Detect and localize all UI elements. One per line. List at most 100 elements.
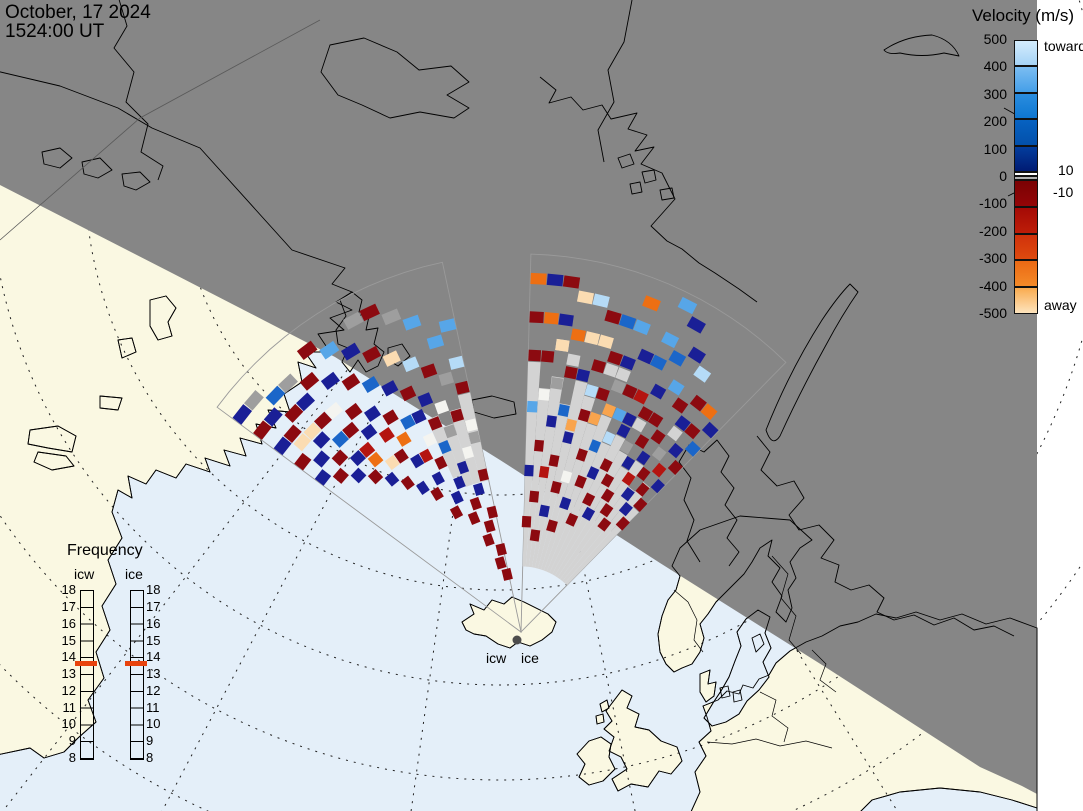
velocity-cell (344, 402, 363, 421)
colorbar-segment (1014, 206, 1038, 234)
velocity-cell (540, 350, 555, 363)
velocity-cell (668, 442, 684, 459)
ground-scatter-cell (566, 353, 581, 367)
velocity-cell (546, 273, 564, 287)
velocity-cell (591, 359, 607, 374)
ground-scatter-cell (615, 367, 631, 383)
velocity-cell (650, 478, 665, 494)
velocity-cell (684, 440, 701, 457)
velocity-cell (382, 350, 401, 367)
frequency-marker-icw (75, 661, 97, 667)
freq-tick: 14 (61, 649, 76, 664)
velocity-cell (396, 431, 412, 447)
velocity-cell (524, 464, 534, 477)
velocity-cell (649, 354, 668, 371)
velocity-cell (477, 468, 489, 482)
velocity-cell (342, 421, 360, 439)
toward-label: toward (1044, 38, 1083, 54)
velocity-cell (661, 331, 680, 349)
velocity-cell (616, 423, 631, 439)
velocity-cell (313, 411, 333, 430)
velocity-cell (577, 408, 591, 423)
velocity-cell (420, 363, 438, 379)
frequency-bar-ice (130, 590, 144, 760)
velocity-cell (402, 356, 420, 373)
colorbar-segment (1014, 66, 1038, 93)
velocity-cell (528, 349, 542, 362)
velocity-cell (340, 342, 361, 361)
velocity-cell (588, 439, 602, 453)
velocity-legend-title: Velocity (m/s) (972, 6, 1075, 25)
colorbar-segment (1014, 145, 1038, 172)
velocity-cell (667, 379, 685, 396)
velocity-cell (647, 412, 664, 428)
velocity-cell (367, 451, 384, 468)
velocity-cell (393, 448, 409, 464)
velocity-cell (693, 365, 712, 383)
velocity-cell (422, 432, 438, 447)
velocity-cell (325, 401, 344, 420)
velocity-cell (332, 467, 349, 484)
velocity-colorbar (1014, 40, 1038, 314)
velocity-cell (495, 543, 507, 556)
velocity-cell (381, 380, 399, 397)
velocity-cell (430, 486, 444, 502)
ground-scatter-cell (619, 440, 634, 455)
velocity-cell (384, 471, 400, 487)
velocity-tick: 300 (983, 86, 1007, 102)
ground-scatter-cell (342, 311, 364, 330)
night-terminator-shade (0, 0, 1037, 794)
time-label: 1524:00 UT (5, 21, 105, 42)
velocity-cell (600, 473, 615, 488)
freq-tick: 11 (62, 700, 77, 715)
freq-tick: 9 (68, 733, 76, 748)
freq-tick: 10 (146, 716, 161, 731)
velocity-cell (575, 448, 588, 462)
velocity-cell (618, 314, 637, 330)
velocity-cell (562, 431, 574, 445)
velocity-cell (686, 316, 706, 334)
velocity-cell (618, 501, 633, 517)
velocity-cell (312, 431, 331, 449)
velocity-cell (667, 459, 683, 475)
velocity-cell (450, 490, 464, 505)
velocity-cell (538, 504, 550, 518)
colorbar-segment (1014, 40, 1038, 67)
velocity-cell (526, 400, 538, 413)
velocity-cell (597, 517, 612, 532)
velocity-cell (595, 387, 610, 402)
velocity-cell (438, 440, 452, 455)
velocity-cell (615, 516, 630, 531)
velocity-cell (619, 355, 636, 371)
velocity-cell (402, 314, 422, 331)
radar-fans (216, 253, 787, 634)
velocity-cell (597, 334, 614, 349)
velocity-cell (296, 340, 318, 361)
velocity-cell (570, 328, 586, 342)
velocity-cell (612, 407, 627, 423)
velocity-cell (283, 424, 302, 444)
velocity-cell (604, 309, 622, 325)
velocity-cell (642, 295, 661, 312)
velocity-cell (473, 482, 485, 496)
velocity-cell (637, 348, 655, 365)
velocity-tick: -200 (978, 223, 1007, 239)
velocity-cell (582, 492, 596, 507)
velocity-cell (341, 373, 361, 391)
velocity-cell (319, 340, 340, 360)
velocity-cell (677, 296, 698, 315)
velocity-cell (382, 409, 399, 426)
velocity-cell (284, 403, 304, 423)
velocity-cell (411, 408, 427, 425)
velocity-cell (636, 466, 651, 482)
velocity-cell (410, 453, 425, 469)
velocity-cell (486, 505, 498, 519)
ground-scatter-region (543, 414, 612, 572)
velocity-cell (434, 399, 450, 415)
velocity-cell (557, 404, 570, 417)
velocity-cell (455, 380, 470, 395)
velocity-cell (456, 460, 470, 475)
freq-tick: 17 (61, 599, 76, 614)
velocity-cell (550, 480, 562, 494)
velocity-cell (592, 293, 610, 308)
